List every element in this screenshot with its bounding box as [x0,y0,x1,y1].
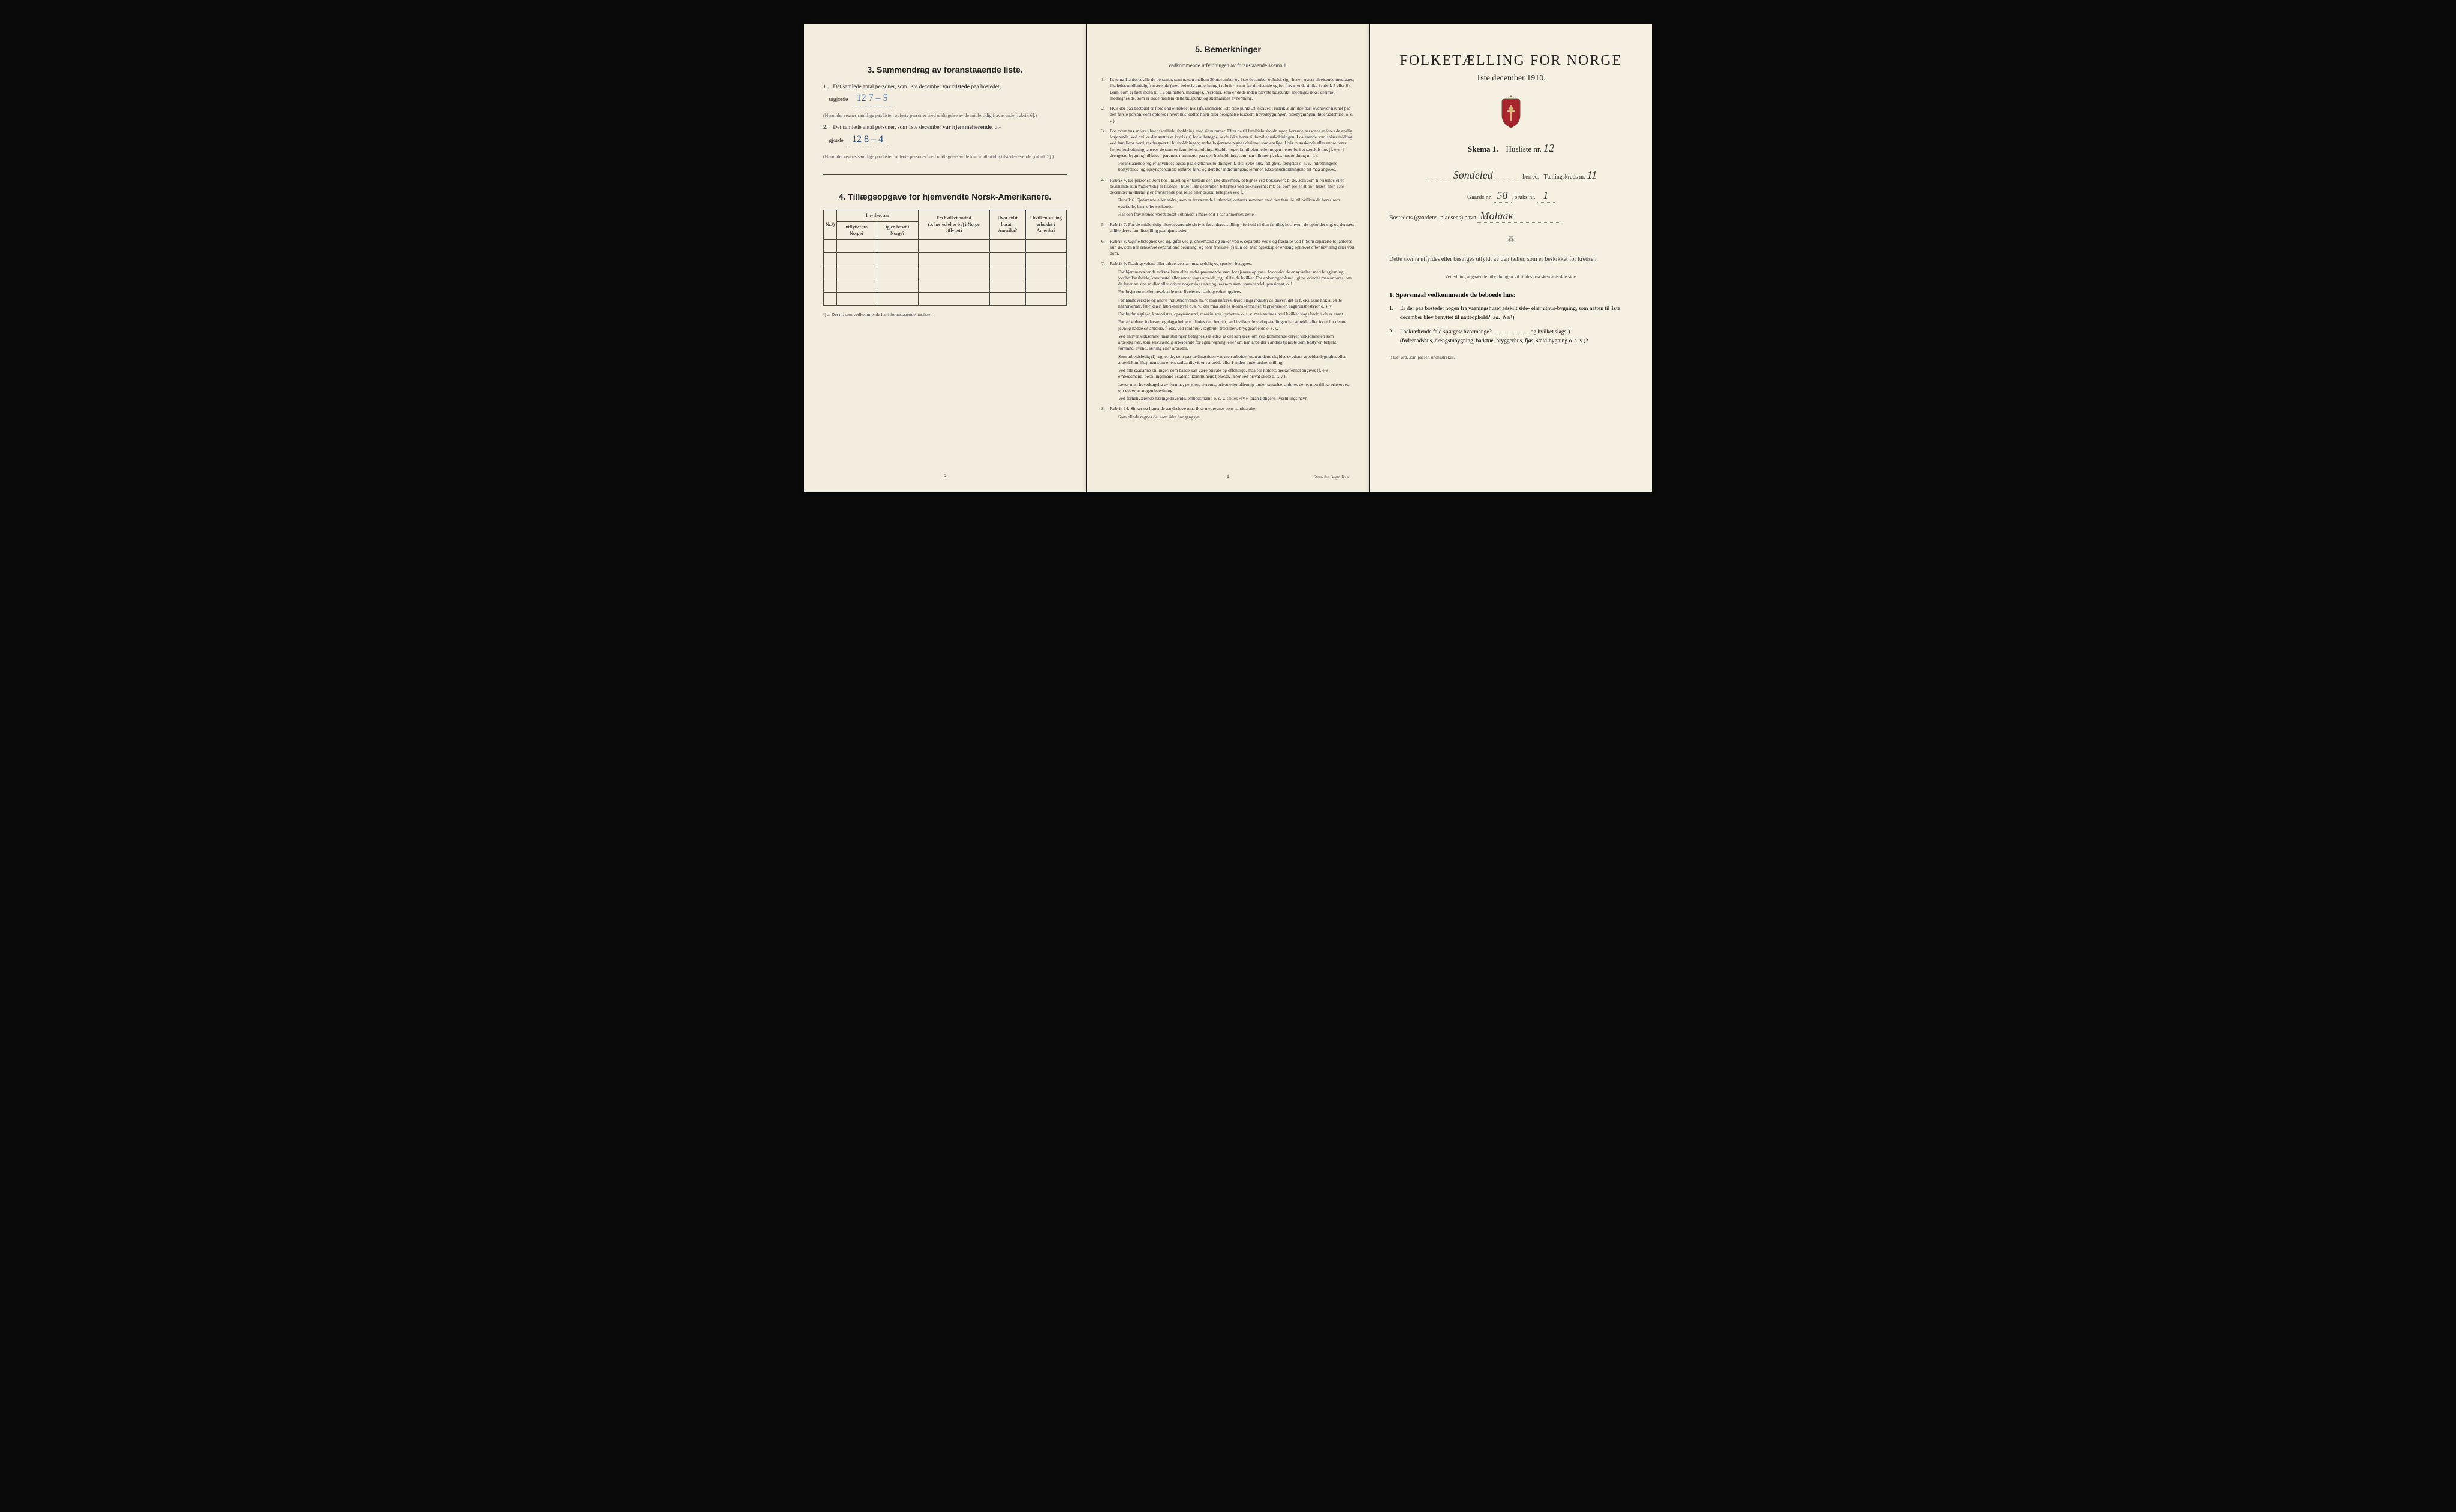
section3-item1-note: (Herunder regnes samtlige paa listen opf… [823,112,1067,119]
section3-item2-note: (Herunder regnes samtlige paa listen opf… [823,153,1067,160]
section4-title: 4. Tillægsopgave for hjemvendte Norsk-Am… [823,192,1067,201]
instruction-text: Dette skema utfyldes eller besørges utfy… [1389,255,1633,264]
page-number-center: 4 [1227,474,1230,480]
question-2: 2. I bekræftende fald spørges: hvormange… [1389,328,1633,345]
taelling-value: 11 [1587,169,1597,181]
section3-title: 3. Sammendrag av foranstaaende liste. [823,65,1067,74]
table-row [824,266,1067,279]
tilstede-value: 12 7 – 5 [852,91,893,106]
section3-item2: 2. Det samlede antal personer, som 1ste … [823,124,1067,147]
question-heading: 1. Spørsmaal vedkommende de beboede hus: [1389,291,1633,299]
col-nr: Nr.¹) [824,210,837,239]
instruction-subtext: Veiledning angaaende utfyldningen vil fi… [1389,274,1633,279]
document-trifold: 3. Sammendrag av foranstaaende liste. 1.… [804,24,1652,492]
date-subtitle: 1ste december 1910. [1389,74,1633,83]
husliste-nr: 12 [1543,142,1554,154]
col-bosat: igjen bosat i Norge? [877,222,918,240]
remark-item: 8.Rubrik 14. Sinker og lignende aandsslø… [1101,406,1355,420]
main-title: FOLKETÆLLING FOR NORGE [1389,53,1633,69]
remarks-list: 1.I skema 1 anføres alle de personer, so… [1101,77,1355,420]
page-number-left: 3 [944,474,947,480]
divider [823,174,1067,175]
question-1: 1. Er der paa bostedet nogen fra vaaning… [1389,305,1633,322]
table-row [824,240,1067,253]
remark-item: 7.Rubrik 9. Næringsveiens eller erhverve… [1101,261,1355,402]
herred-value: Søndeled [1425,169,1521,182]
bosted-value: Molaак [1477,210,1561,223]
remark-item: 3.For hvert hus anføres hver familiehush… [1101,128,1355,173]
remark-item: 1.I skema 1 anføres alle de personer, so… [1101,77,1355,101]
table-row [824,279,1067,293]
col-bosted: Fra hvilket bosted (ɔ: herred eller by) … [918,210,989,239]
col-stilling: I hvilken stilling arbeidet i Amerika? [1025,210,1066,239]
gaards-value: 58 [1494,189,1512,203]
section5-title: 5. Bemerkninger [1101,44,1355,54]
col-utflyttet: utflyttet fra Norge? [837,222,877,240]
remark-item: 5.Rubrik 7. For de midlertidig tilstedev… [1101,222,1355,234]
page-center: 5. Bemerkninger vedkommende utfyldningen… [1087,24,1369,492]
section4-footnote: ¹) ɔ: Det nr. som vedkommende har i fora… [823,312,1067,317]
amerikanere-table: Nr.¹) I hvilket aar Fra hvilket bosted (… [823,210,1067,306]
table-row [824,293,1067,306]
col-aar: I hvilket aar [837,210,919,221]
herred-line: Søndeled herred. Tællingskreds nr. 11 [1389,169,1633,182]
remark-item: 2.Hvis der paa bostedet er flere end ét … [1101,106,1355,124]
right-footnote: ¹) Det ord, som passer, understrekes. [1389,354,1633,360]
remark-item: 4.Rubrik 4. De personer, som bor i huset… [1101,177,1355,218]
bruks-value: 1 [1537,189,1555,203]
hjemmehorende-value: 12 8 – 4 [847,132,888,147]
remark-item: 6.Rubrik 8. Ugifte betegnes ved ug, gift… [1101,239,1355,257]
bosted-line: Bostedets (gaardens, pladsens) navn Mola… [1389,210,1633,223]
printer-mark: Steen'ske Bogtr. Kr.a. [1313,475,1350,480]
page-left: 3. Sammendrag av foranstaaende liste. 1.… [804,24,1086,492]
col-sidst: Hvor sidst bosat i Amerika? [989,210,1025,239]
gaards-line: Gaards nr. 58, bruks nr. 1 [1389,189,1633,203]
section5-subtitle: vedkommende utfyldningen av foranstaaend… [1101,62,1355,68]
section3-item1: 1. Det samlede antal personer, som 1ste … [823,83,1067,106]
norwegian-crest-icon [1496,94,1526,130]
page-right: FOLKETÆLLING FOR NORGE 1ste december 191… [1370,24,1652,492]
table-row [824,253,1067,266]
skema-line: Skema 1. Husliste nr. 12 [1389,142,1633,155]
nei-answer: Nei [1503,315,1510,321]
ornament: ⁂ [1389,235,1633,243]
